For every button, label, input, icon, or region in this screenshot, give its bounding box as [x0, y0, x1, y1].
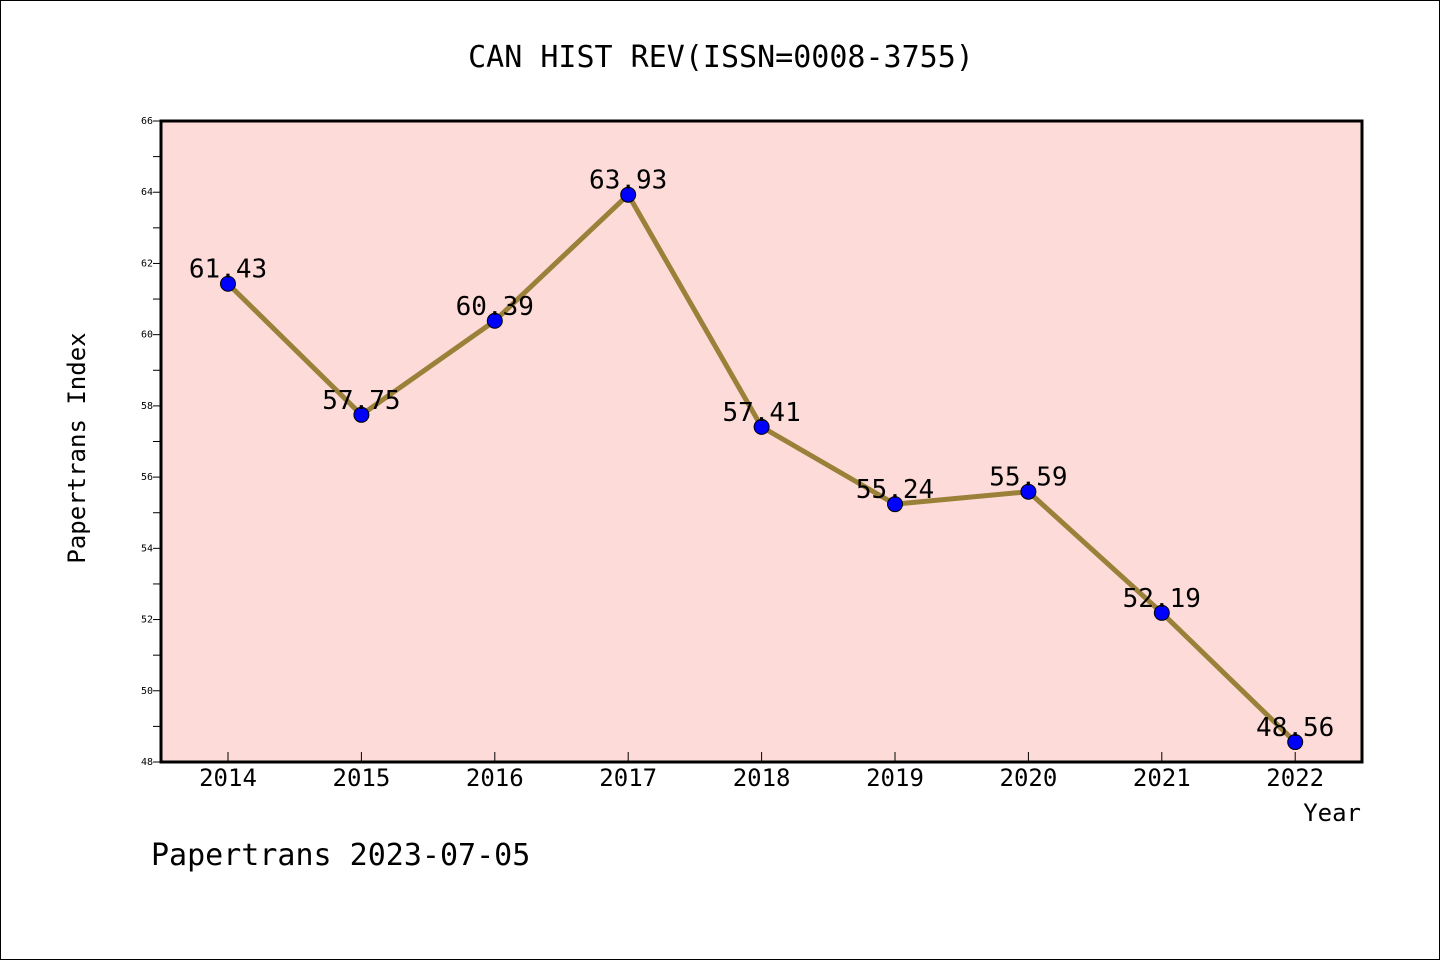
x-tick-label: 2014	[199, 764, 257, 792]
x-tick-label: 2017	[599, 764, 657, 792]
y-tick-label: 64	[141, 187, 153, 198]
footer-credit: Papertrans 2023-07-05	[151, 838, 530, 873]
y-tick-label: 50	[141, 686, 153, 697]
data-point	[620, 186, 637, 203]
data-label: 52.19	[1123, 584, 1201, 614]
x-tick-label: 2021	[1133, 764, 1191, 792]
data-point	[220, 275, 236, 292]
x-axis-title: Year	[1303, 799, 1361, 827]
data-label: 57.75	[322, 386, 400, 416]
x-tick-label: 2019	[866, 764, 924, 792]
y-axis-title: Papertrans Index	[63, 332, 91, 563]
x-tick-label: 2015	[333, 764, 391, 792]
x-tick-label: 2022	[1266, 764, 1324, 792]
x-axis: 2014 2015 2016 2017 2018 2019 2020 2021 2022	[199, 752, 1324, 792]
y-axis: 48 50 52 54 56 58 60 62 64 66	[141, 116, 161, 768]
plot-border	[159, 119, 1364, 764]
y-tick-label: 48	[141, 757, 153, 768]
data-point-layer	[220, 186, 1304, 751]
data-point	[486, 312, 503, 329]
y-tick-label: 60	[141, 330, 153, 341]
data-label: 55.59	[989, 463, 1067, 493]
plot-area	[161, 121, 1362, 762]
data-label: 61.43	[189, 255, 267, 285]
chart-title: CAN HIST REV(ISSN=0008-3755)	[468, 40, 974, 75]
x-tick-label: 2018	[733, 764, 791, 792]
data-label: 60.39	[456, 292, 534, 322]
data-point	[1153, 604, 1170, 621]
data-point	[1287, 734, 1304, 751]
y-tick-label: 62	[141, 258, 153, 269]
data-label-layer: 61.43 57.75 60.39 63.93 57.41 55.24 55.59 52.19…	[189, 166, 1334, 743]
y-tick-label: 52	[141, 615, 153, 626]
data-point	[753, 418, 770, 435]
data-label: 48.56	[1256, 713, 1334, 743]
y-tick-label: 54	[141, 543, 153, 554]
y-tick-label: 56	[141, 472, 153, 483]
x-tick-label: 2016	[466, 764, 524, 792]
data-point	[887, 496, 903, 513]
data-label: 57.41	[722, 398, 800, 428]
x-tick-label: 2020	[1000, 764, 1058, 792]
data-label: 55.24	[856, 475, 934, 505]
data-point	[353, 406, 370, 423]
data-label: 63.93	[589, 166, 667, 196]
y-tick-label: 58	[141, 401, 153, 412]
data-point	[1020, 483, 1037, 500]
y-tick-label: 66	[141, 116, 153, 127]
